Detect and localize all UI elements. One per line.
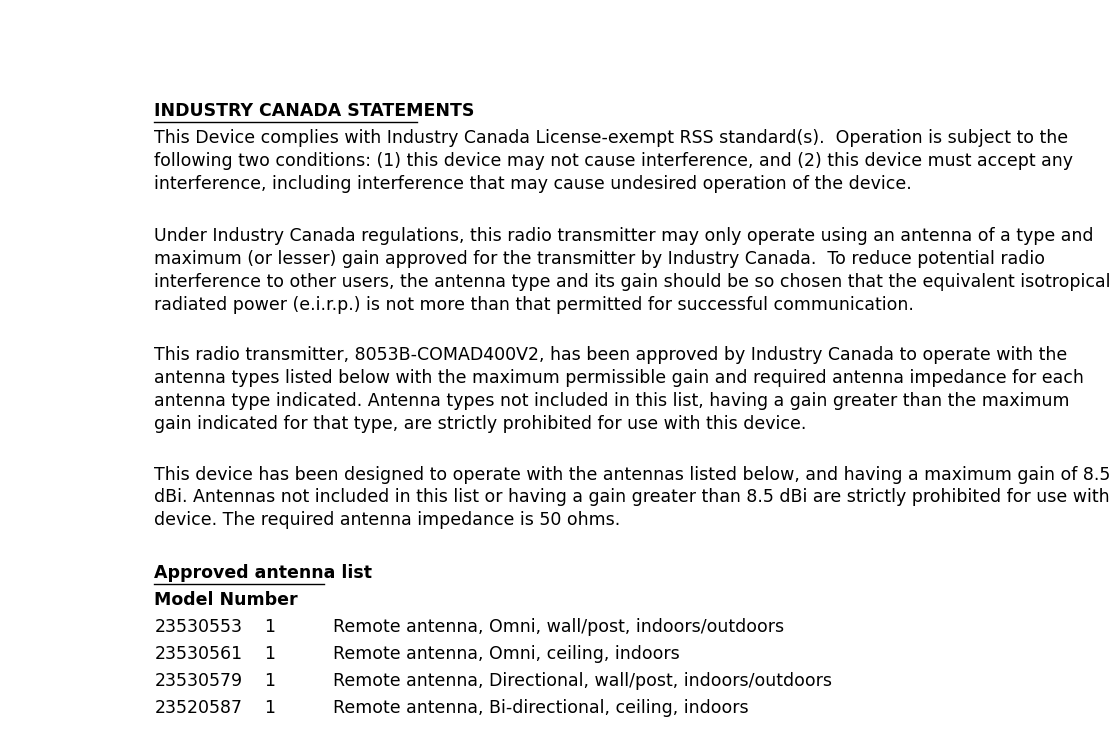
Text: Approved antenna list: Approved antenna list (154, 564, 372, 582)
Text: Remote antenna, Bi-directional, ceiling, indoors: Remote antenna, Bi-directional, ceiling,… (332, 699, 748, 718)
Text: INDUSTRY CANADA STATEMENTS: INDUSTRY CANADA STATEMENTS (154, 101, 474, 120)
Text: Remote antenna, Directional, wall/post, indoors/outdoors: Remote antenna, Directional, wall/post, … (332, 672, 832, 691)
Text: 1: 1 (263, 672, 274, 691)
Text: This radio transmitter, 8053B-COMAD400V2, has been approved by Industry Canada t: This radio transmitter, 8053B-COMAD400V2… (154, 346, 1084, 433)
Text: 23530553: 23530553 (154, 618, 242, 636)
Text: This device has been designed to operate with the antennas listed below, and hav: This device has been designed to operate… (154, 466, 1111, 529)
Text: Remote antenna, Omni, wall/post, indoors/outdoors: Remote antenna, Omni, wall/post, indoors… (332, 618, 783, 636)
Text: Remote antenna, Omni, ceiling, indoors: Remote antenna, Omni, ceiling, indoors (332, 645, 679, 663)
Text: 1: 1 (263, 645, 274, 663)
Text: This Device complies with Industry Canada License-exempt RSS standard(s).  Opera: This Device complies with Industry Canad… (154, 128, 1073, 193)
Text: Under Industry Canada regulations, this radio transmitter may only operate using: Under Industry Canada regulations, this … (154, 227, 1111, 314)
Text: Model Number: Model Number (154, 591, 298, 609)
Text: 1: 1 (263, 618, 274, 636)
Text: 1: 1 (263, 699, 274, 718)
Text: 23520587: 23520587 (154, 699, 242, 718)
Text: 23530561: 23530561 (154, 645, 242, 663)
Text: 23530579: 23530579 (154, 672, 242, 691)
